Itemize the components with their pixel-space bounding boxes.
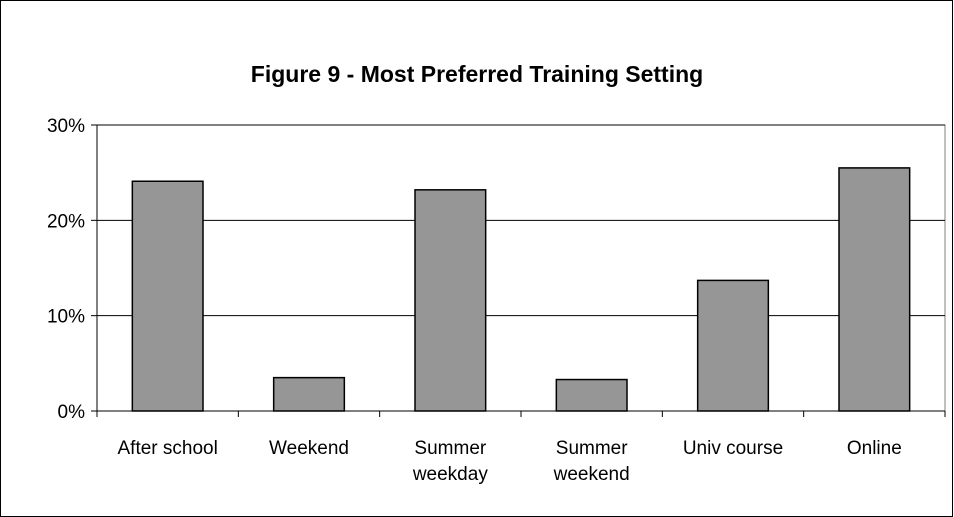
bar	[696, 279, 770, 412]
x-tick-label: Summer weekend	[553, 438, 630, 485]
x-tick-label: After school	[118, 438, 218, 459]
y-tick-label: 20%	[47, 211, 85, 232]
y-tick-label: 0%	[58, 402, 86, 423]
bar	[555, 378, 628, 412]
x-tick-label: Online	[847, 438, 902, 459]
plot-area	[96, 124, 946, 412]
x-tick-label: Univ course	[683, 438, 783, 459]
bar	[414, 189, 487, 412]
y-tick-label: 30%	[47, 116, 85, 137]
bar	[838, 167, 911, 412]
bar	[272, 376, 346, 412]
chart-title: Figure 9 - Most Preferred Training Setti…	[251, 61, 703, 87]
x-tick-label: Weekend	[269, 438, 349, 459]
y-tick-label: 10%	[47, 307, 85, 328]
x-tick-label: Summer weekday	[412, 438, 488, 485]
bar	[131, 180, 204, 412]
